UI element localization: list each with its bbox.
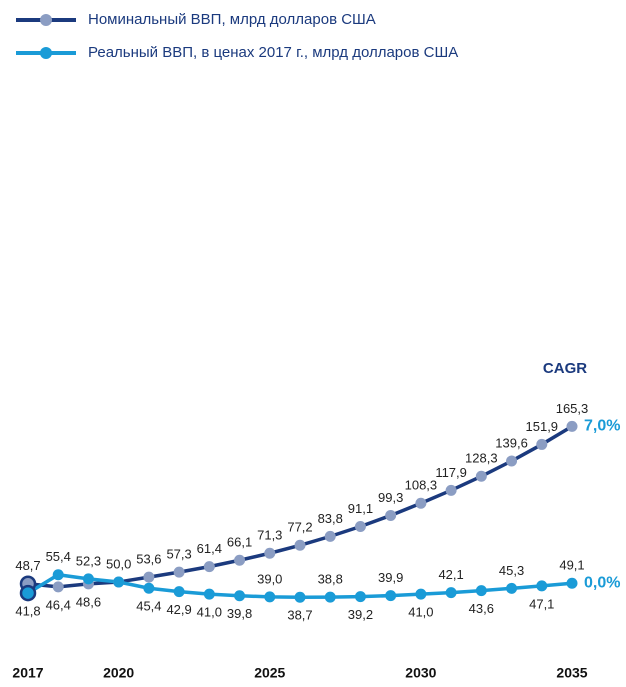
cagr-label: 7,0%: [584, 418, 620, 435]
data-label: 38,7: [287, 608, 312, 623]
marker: [385, 509, 397, 521]
data-label: 41,0: [197, 605, 222, 620]
marker: [415, 588, 427, 600]
data-label: 77,2: [287, 520, 312, 535]
marker: [445, 484, 457, 496]
marker: [506, 455, 518, 467]
data-label: 38,8: [318, 572, 343, 587]
marker: [385, 590, 397, 602]
data-label: 52,3: [76, 553, 101, 568]
data-label: 42,9: [166, 602, 191, 617]
marker: [173, 566, 185, 578]
marker: [536, 580, 548, 592]
data-label: 165,3: [556, 401, 589, 416]
x-tick-label: 2030: [405, 665, 436, 681]
data-label: 55,4: [46, 549, 71, 564]
data-label: 48,6: [76, 594, 101, 609]
data-label: 99,3: [378, 490, 403, 505]
marker: [234, 554, 246, 566]
marker: [354, 521, 366, 533]
data-label: 83,8: [318, 511, 343, 526]
data-label: 151,9: [526, 419, 559, 434]
data-label: 53,6: [136, 552, 161, 567]
legend-label: Номинальный ВВП, млрд долларов США: [88, 11, 376, 28]
marker: [19, 584, 37, 602]
marker: [113, 576, 125, 588]
data-label: 43,6: [469, 601, 494, 616]
data-label: 61,4: [197, 541, 222, 556]
data-label: 108,3: [405, 478, 438, 493]
marker: [143, 571, 155, 583]
legend-label: Реальный ВВП, в ценах 2017 г., млрд долл…: [88, 44, 458, 61]
marker: [203, 588, 215, 600]
marker: [294, 539, 306, 551]
data-label: 39,0: [257, 571, 282, 586]
x-tick-label: 2025: [254, 665, 285, 681]
data-label: 48,7: [15, 558, 40, 573]
data-label: 57,3: [166, 547, 191, 562]
data-label: 50,0: [106, 556, 131, 571]
data-label: 45,3: [499, 563, 524, 578]
marker: [143, 582, 155, 594]
marker: [506, 582, 518, 594]
legend-marker: [40, 14, 52, 26]
data-label: 42,1: [438, 567, 463, 582]
data-label: 39,8: [227, 606, 252, 621]
marker: [82, 573, 94, 585]
data-label: 117,9: [435, 465, 467, 480]
marker: [264, 547, 276, 559]
data-label: 139,6: [495, 435, 528, 450]
marker: [173, 586, 185, 598]
data-label: 46,4: [46, 597, 71, 612]
marker: [475, 585, 487, 597]
marker: [566, 420, 578, 432]
x-tick-label: 2035: [556, 665, 587, 681]
marker: [566, 577, 578, 589]
marker: [354, 591, 366, 603]
data-label: 41,8: [15, 604, 40, 619]
marker: [445, 587, 457, 599]
marker: [536, 438, 548, 450]
data-label: 91,1: [348, 501, 373, 516]
x-tick-label: 2020: [103, 665, 134, 681]
marker: [324, 591, 336, 603]
data-label: 39,2: [348, 607, 373, 622]
x-tick-label: 2017: [12, 665, 43, 681]
marker: [415, 497, 427, 509]
marker: [324, 530, 336, 542]
cagr-title: CAGR: [543, 360, 587, 377]
marker: [264, 591, 276, 603]
marker: [475, 470, 487, 482]
data-label: 128,3: [465, 451, 498, 466]
data-label: 39,9: [378, 570, 403, 585]
marker: [52, 569, 64, 581]
marker: [234, 590, 246, 602]
marker: [294, 591, 306, 603]
legend-marker: [40, 47, 52, 59]
data-label: 47,1: [529, 596, 554, 611]
marker: [52, 581, 64, 593]
data-label: 45,4: [136, 599, 161, 614]
data-label: 41,0: [408, 605, 433, 620]
cagr-label: 0,0%: [584, 574, 620, 591]
data-label: 49,1: [559, 558, 584, 573]
marker: [203, 561, 215, 573]
data-label: 71,3: [257, 528, 282, 543]
data-label: 66,1: [227, 535, 252, 550]
